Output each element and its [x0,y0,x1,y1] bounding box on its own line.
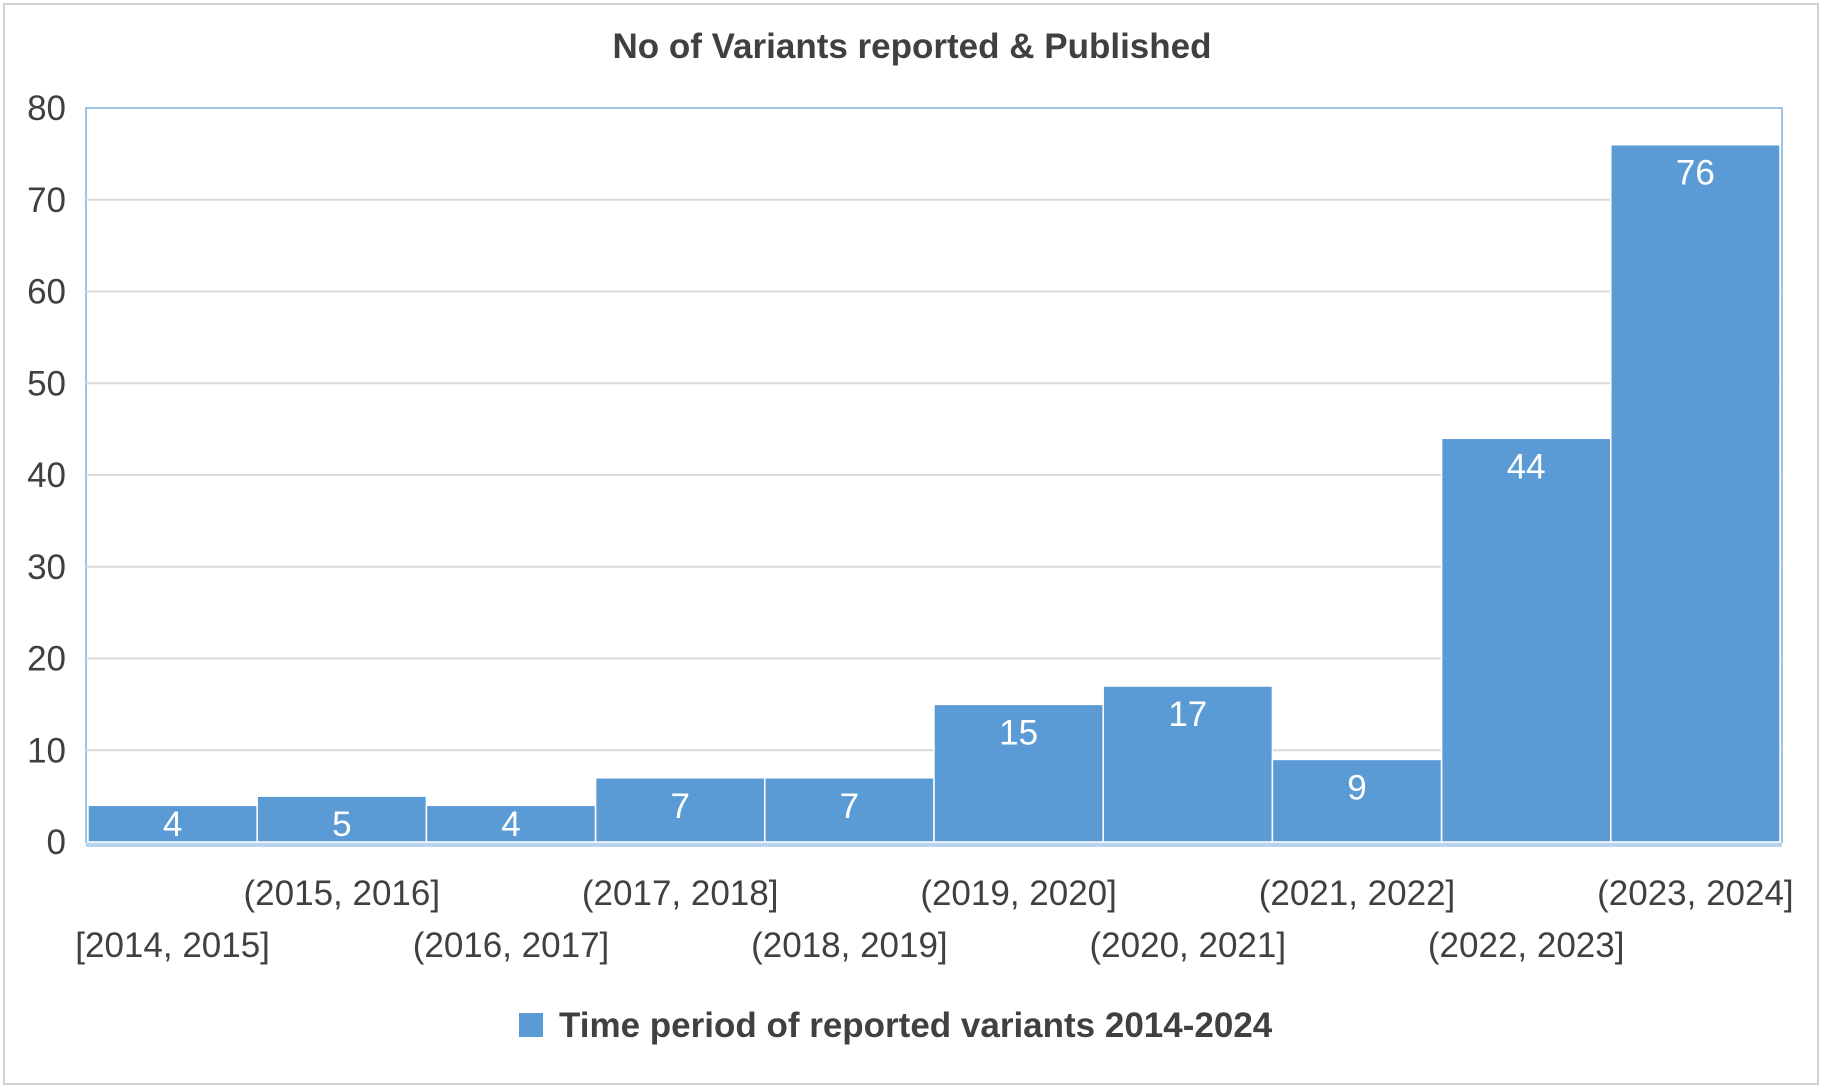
x-tick-label: (2016, 2017] [413,926,610,965]
y-tick-label: 40 [27,456,66,495]
data-label: 44 [1507,447,1546,486]
x-tick-label: (2023, 2024] [1597,874,1794,913]
bars [87,143,1781,843]
x-tick-label: (2018, 2019] [751,926,948,965]
legend-swatch [519,1013,543,1037]
data-label: 4 [163,805,182,844]
bar [87,804,258,843]
y-tick-label: 20 [27,640,66,679]
data-label: 7 [840,787,859,826]
y-axis-tick-labels: 0 10 20 30 40 50 60 70 80 [27,89,66,862]
data-labels: 4 5 4 7 7 15 17 9 44 76 [163,154,1715,844]
y-tick-label: 60 [27,273,66,312]
y-tick-label: 80 [27,89,66,128]
x-tick-label: (2020, 2021] [1090,926,1287,965]
y-tick-label: 70 [27,181,66,220]
x-axis-tick-labels: [2014, 2015] (2015, 2016] (2016, 2017] (201… [75,874,1793,965]
data-label: 9 [1347,768,1366,807]
data-label: 7 [670,787,689,826]
chart-title: No of Variants reported & Published [613,27,1212,66]
data-label: 17 [1168,695,1207,734]
legend: Time period of reported variants 2014-20… [519,1006,1273,1045]
x-tick-label: (2021, 2022] [1259,874,1456,913]
bar [1440,437,1612,843]
bar [1102,685,1274,843]
data-label: 5 [332,805,351,844]
bar [764,777,935,843]
y-tick-label: 0 [47,823,66,862]
y-tick-label: 50 [27,364,66,403]
x-tick-label: (2019, 2020] [920,874,1117,913]
bar [1610,143,1781,843]
x-tick-label: (2017, 2018] [582,874,779,913]
data-label: 15 [999,713,1038,752]
x-tick-label: (2022, 2023] [1428,926,1625,965]
legend-label: Time period of reported variants 2014-20… [559,1006,1273,1045]
y-tick-label: 10 [27,731,66,770]
x-tick-label: (2015, 2016] [244,874,441,913]
bar [425,804,597,843]
y-tick-label: 30 [27,548,66,587]
bar [1271,758,1443,843]
data-label: 4 [501,805,520,844]
bar [594,777,766,843]
x-tick-label: [2014, 2015] [75,926,270,965]
data-label: 76 [1676,154,1715,193]
